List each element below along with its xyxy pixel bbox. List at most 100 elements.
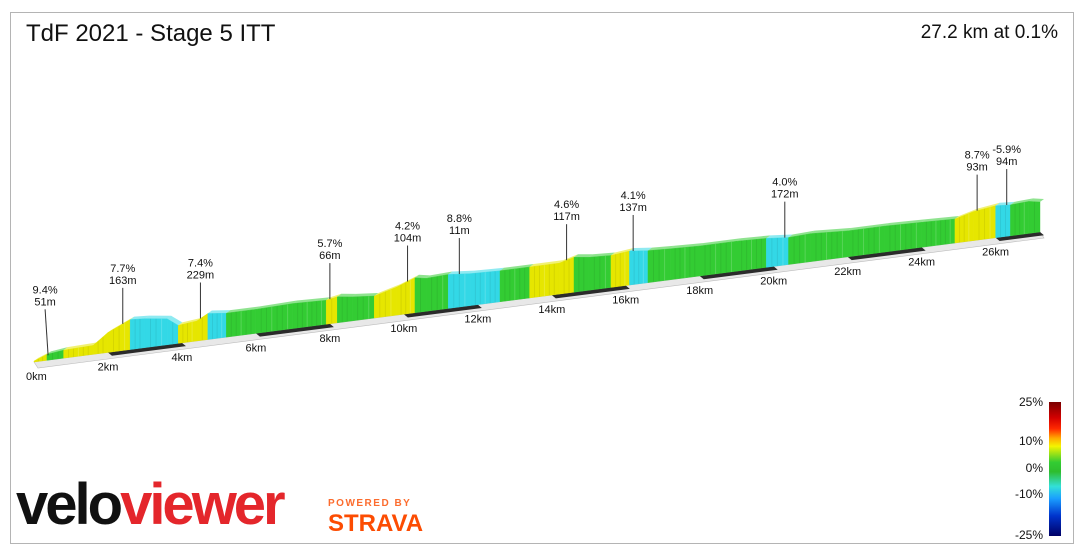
profile-base-band (995, 232, 1044, 242)
profile-base-band (403, 304, 482, 318)
climb-length-label: 66m (319, 250, 340, 262)
legend-label-10: 10% (1018, 434, 1043, 448)
profile-top-surface (426, 271, 453, 279)
climb-gradient-label: 8.8% (447, 213, 472, 225)
profile-top-surface (1028, 198, 1044, 202)
profile-top-surface (352, 293, 379, 297)
profile-segment (558, 256, 575, 295)
x-tick-label: 4km (172, 352, 193, 364)
strava-logo-text: STRAVA (328, 510, 424, 537)
profile-top-surface (559, 254, 578, 264)
climb-gradient-label: 4.2% (395, 221, 420, 233)
profile-base-band (551, 285, 630, 299)
climb-gradient-label: 9.4% (33, 284, 58, 296)
x-tick-label: 6km (246, 342, 267, 354)
climb-length-label: 163m (109, 275, 137, 287)
profile-top-surface (573, 254, 593, 258)
legend-label-0: 0% (1025, 461, 1043, 475)
profile-segment (337, 296, 353, 324)
profile-top-surface (414, 274, 431, 279)
profile-top-surface (629, 247, 652, 252)
climb-leader-line (44, 309, 49, 356)
gradient-legend-bar (1049, 402, 1061, 536)
climb-length-label: 51m (34, 296, 55, 308)
legend-label-max: 25% (1018, 395, 1043, 409)
logo-velo-text: velo (16, 472, 123, 537)
profile-top-surface (144, 315, 172, 319)
chart-title: TdF 2021 - Stage 5 ITT (26, 20, 276, 47)
profile-top-surface (107, 316, 135, 333)
profile-top-surface (46, 347, 68, 355)
climb-gradient-label: -5.9% (992, 144, 1021, 156)
logo-viewer-text: viewer (120, 472, 286, 537)
profile-top-surface (34, 351, 51, 361)
profile-top-surface (884, 219, 926, 227)
profile-base-band (107, 342, 186, 356)
profile-base-band (699, 266, 778, 280)
x-tick-label: 16km (612, 295, 639, 307)
profile-top-surface (670, 242, 704, 249)
x-tick-label: 10km (390, 323, 417, 335)
profile-top-surface (788, 230, 815, 238)
climb-gradient-label: 4.6% (554, 199, 579, 211)
profile-top-surface (500, 263, 534, 271)
profile-top-surface (337, 293, 357, 297)
profile-top-surface (766, 234, 793, 239)
profile-top-surface (93, 329, 112, 346)
legend-label-min: -25% (1014, 528, 1043, 542)
legend-label-neg10: -10% (1014, 487, 1043, 501)
x-tick-label: 0km (26, 371, 47, 383)
profile-top-surface (610, 248, 634, 256)
profile-base-band (255, 323, 334, 337)
strava-badge: POWERED BY STRAVA (328, 498, 423, 538)
profile-base-band (847, 247, 926, 261)
profile-top-surface (448, 270, 475, 275)
climb-gradient-label: 4.0% (772, 177, 797, 189)
x-tick-label: 8km (319, 333, 340, 345)
profile-top-surface (529, 260, 564, 267)
x-tick-label: 22km (834, 266, 861, 278)
profile-segment (995, 204, 1011, 238)
profile-top-surface (255, 300, 297, 310)
profile-top-surface (736, 235, 771, 242)
profile-top-surface (226, 306, 260, 314)
profile-top-surface (995, 201, 1015, 206)
x-tick-label: 24km (908, 256, 935, 268)
climb-length-label: 137m (619, 202, 647, 214)
profile-top-surface (178, 317, 201, 326)
climb-length-label: 172m (771, 189, 799, 201)
x-tick-label: 14km (538, 304, 565, 316)
climb-length-label: 11m (449, 225, 470, 237)
profile-top-surface (973, 202, 1000, 212)
profile-top-surface (292, 297, 331, 304)
climb-length-label: 229m (187, 269, 215, 281)
climb-gradient-label: 5.7% (317, 238, 342, 250)
climb-length-label: 117m (553, 211, 580, 223)
climb-gradient-label: 4.1% (621, 190, 646, 202)
profile-segment (1028, 201, 1041, 234)
veloviewer-logo: veloviewer (16, 476, 286, 534)
climb-length-label: 93m (966, 162, 987, 174)
profile-top-surface (63, 342, 98, 351)
x-tick-label: 2km (98, 361, 119, 373)
climb-gradient-label: 7.4% (188, 257, 213, 269)
climb-gradient-label: 7.7% (110, 263, 135, 275)
profile-top-surface (921, 215, 959, 223)
profile-top-surface (207, 310, 231, 314)
profile-segment (129, 318, 146, 350)
profile-segment (573, 257, 589, 293)
route-summary: 27.2 km at 0.1% (920, 22, 1058, 43)
profile-top-surface (588, 252, 615, 258)
profile-top-surface (647, 245, 675, 251)
x-tick-label: 18km (686, 285, 713, 297)
profile-top-surface (130, 315, 149, 320)
profile-top-surface (847, 223, 889, 231)
x-tick-label: 12km (464, 314, 491, 326)
profile-top-surface (374, 284, 401, 297)
profile-top-surface (699, 238, 741, 246)
x-tick-label: 26km (982, 247, 1009, 259)
x-tick-label: 20km (760, 275, 787, 287)
climb-gradient-label: 8.7% (965, 150, 990, 162)
